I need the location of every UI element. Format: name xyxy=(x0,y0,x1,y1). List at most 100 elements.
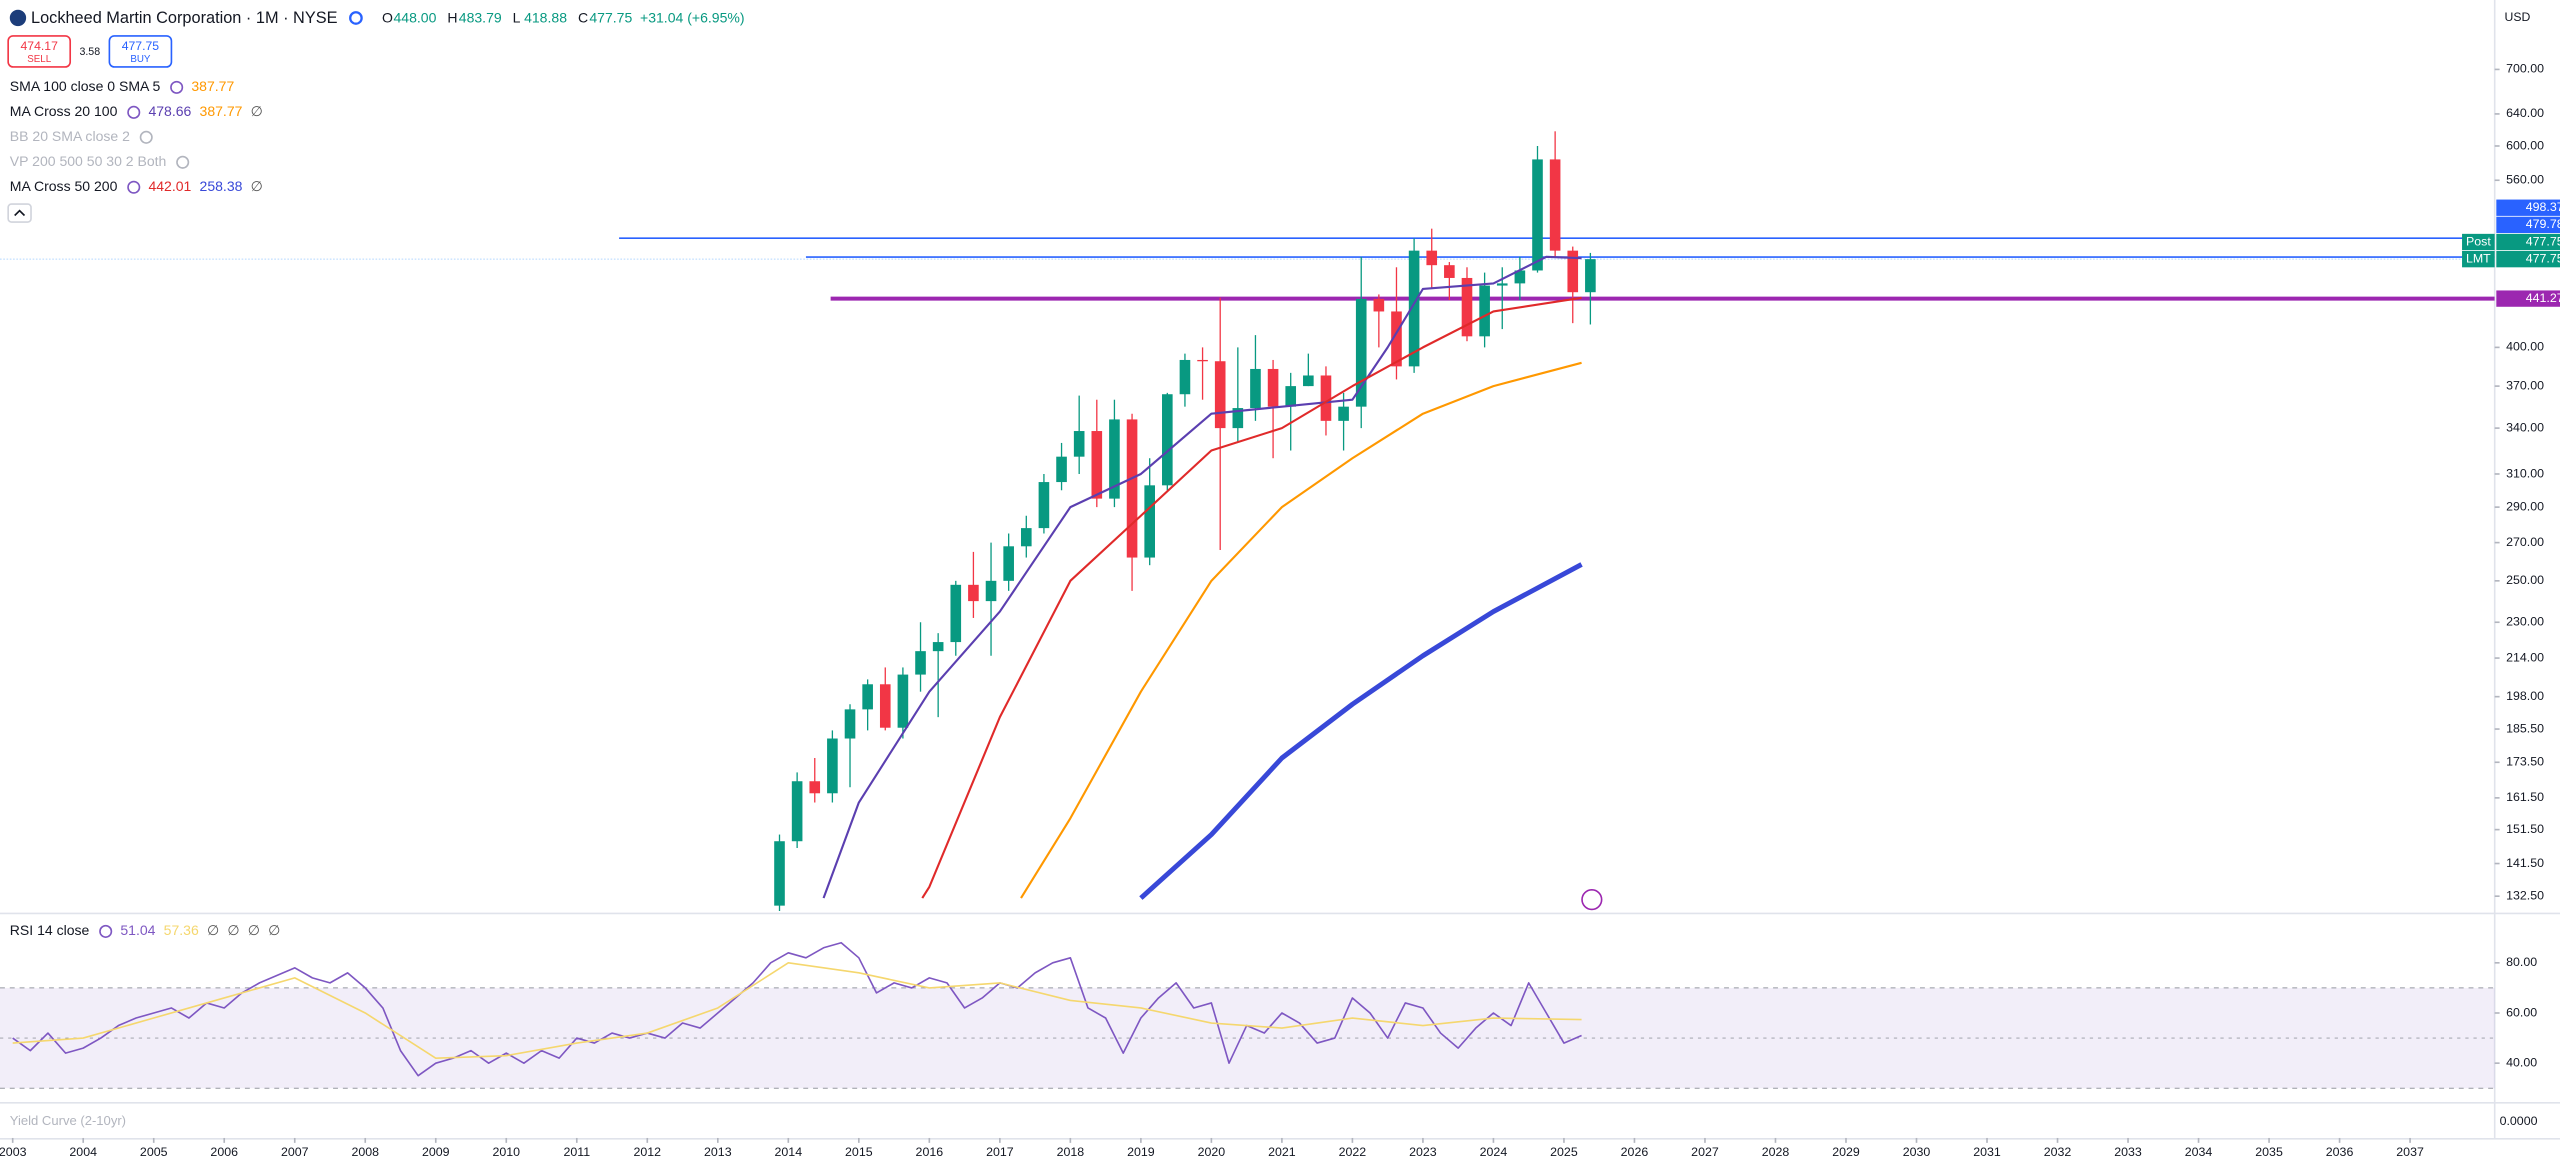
y-tick-label: 560.00 xyxy=(2506,173,2544,187)
indicator-settings[interactable] xyxy=(170,80,184,94)
x-tick-label: 2019 xyxy=(1127,1145,1155,1159)
indicator-value: ∅ xyxy=(207,922,219,938)
price-tag xyxy=(2496,216,2560,234)
indicator-value: 258.38 xyxy=(200,178,243,194)
x-tick-label: 2023 xyxy=(1409,1145,1437,1159)
candle-body xyxy=(1232,408,1244,429)
candle-body xyxy=(1109,419,1120,499)
sell-button[interactable] xyxy=(7,35,72,68)
candle-body xyxy=(1496,283,1508,286)
x-tick-label: 2026 xyxy=(1621,1145,1649,1159)
x-tick-label: 2035 xyxy=(2255,1145,2283,1159)
y-tick-label: 310.00 xyxy=(2506,466,2544,480)
x-tick-label: 2030 xyxy=(1903,1145,1931,1159)
collapse-button[interactable] xyxy=(7,203,32,223)
indicator-name[interactable]: MA Cross 50 200 xyxy=(10,178,118,194)
candle-body xyxy=(1320,375,1332,421)
indicator-name[interactable]: MA Cross 20 100 xyxy=(10,103,118,119)
ohlc-key: H xyxy=(447,9,457,25)
symbol-logo[interactable] xyxy=(9,9,27,27)
candle-body xyxy=(1408,250,1420,367)
rsi-y-tick-label: 60.00 xyxy=(2506,1005,2537,1019)
x-tick-label: 2020 xyxy=(1198,1145,1226,1159)
indicator-name[interactable]: BB 20 SMA close 2 xyxy=(10,128,130,144)
indicator-value: 387.77 xyxy=(200,103,243,119)
candle-body xyxy=(897,674,909,728)
candle-body xyxy=(1391,311,1402,367)
event-icon[interactable] xyxy=(1581,888,1603,911)
candle-body xyxy=(950,584,962,643)
x-tick-label: 2006 xyxy=(210,1145,238,1159)
candle-body xyxy=(1426,250,1438,266)
indicator-name[interactable]: VP 200 500 50 30 2 Both xyxy=(10,153,167,169)
candle-body xyxy=(1091,431,1103,499)
candle-body xyxy=(1197,359,1208,362)
x-tick-label: 2027 xyxy=(1691,1145,1719,1159)
rsi-y-tick-label: 80.00 xyxy=(2506,955,2537,969)
indicator-value: ∅ xyxy=(268,922,280,938)
y-tick-label: 250.00 xyxy=(2506,573,2544,587)
indicator-settings[interactable] xyxy=(127,180,141,194)
ohlc-key: O xyxy=(382,9,393,25)
indicator-name[interactable]: SMA 100 close 0 SMA 5 xyxy=(10,78,161,94)
y-tick-label: 141.50 xyxy=(2506,856,2544,870)
indicator-value: ∅ xyxy=(251,103,263,119)
market-status[interactable] xyxy=(349,11,363,25)
candle-body xyxy=(1355,298,1367,407)
x-tick-label: 2031 xyxy=(1973,1145,2001,1159)
candle-body xyxy=(879,684,891,728)
y-tick-label: 640.00 xyxy=(2506,106,2544,120)
candle-body xyxy=(1214,361,1226,429)
currency[interactable]: USD xyxy=(2504,10,2530,24)
rsi-band xyxy=(0,987,2495,1089)
candle-body xyxy=(1585,259,1596,293)
ohlc-key: L xyxy=(513,9,521,25)
sell-price: 474.17 xyxy=(20,39,58,53)
price-tag xyxy=(2496,250,2560,268)
ohlc-value: 477.75 xyxy=(589,9,632,25)
price-tag-label: 479.78 xyxy=(2526,217,2560,231)
indicator-settings[interactable] xyxy=(139,130,153,144)
y-tick-label: 185.50 xyxy=(2506,721,2544,735)
indicator-line xyxy=(1020,361,1582,899)
change: +31.04 (+6.95%) xyxy=(640,9,745,25)
x-tick-label: 2025 xyxy=(1550,1145,1578,1159)
symbol-title[interactable]: Lockheed Martin Corporation · 1M · NYSE xyxy=(31,9,338,27)
buy-label: BUY xyxy=(130,54,151,65)
candle-body xyxy=(1567,250,1579,293)
candle-body xyxy=(1056,456,1067,483)
indicator-name[interactable]: RSI 14 close xyxy=(10,922,90,938)
y-tick-label: 370.00 xyxy=(2506,378,2544,392)
candle-body xyxy=(985,580,997,602)
candle-body xyxy=(1250,368,1261,409)
x-tick-label: 2017 xyxy=(986,1145,1014,1159)
candle-body xyxy=(1179,359,1191,395)
candle-body xyxy=(862,684,873,710)
ohlc-value: 483.79 xyxy=(459,9,502,25)
x-tick-label: 2011 xyxy=(563,1145,590,1159)
candle-body xyxy=(1549,159,1561,251)
indicator-value: 57.36 xyxy=(164,922,199,938)
candle-body xyxy=(809,781,821,794)
candle-body xyxy=(932,642,944,652)
y-tick-label: 400.00 xyxy=(2506,340,2544,354)
price-tag xyxy=(2496,233,2560,251)
x-tick-label: 2033 xyxy=(2114,1145,2142,1159)
x-tick-label: 2032 xyxy=(2044,1145,2072,1159)
y-tick-label: 198.00 xyxy=(2506,689,2544,703)
indicator-line xyxy=(1139,562,1583,900)
indicator-settings[interactable] xyxy=(99,924,113,938)
indicator-settings[interactable] xyxy=(127,105,141,119)
x-tick-label: 2024 xyxy=(1480,1145,1508,1159)
y-tick-label: 161.50 xyxy=(2506,790,2544,804)
x-tick-label: 2010 xyxy=(492,1145,520,1159)
x-tick-label: 2028 xyxy=(1762,1145,1790,1159)
x-tick-label: 2037 xyxy=(2396,1145,2424,1159)
buy-button[interactable] xyxy=(108,35,173,68)
candle-body xyxy=(1038,482,1050,529)
candle-body xyxy=(844,709,856,739)
indicator-settings[interactable] xyxy=(176,155,190,169)
sell-label: SELL xyxy=(27,54,51,65)
